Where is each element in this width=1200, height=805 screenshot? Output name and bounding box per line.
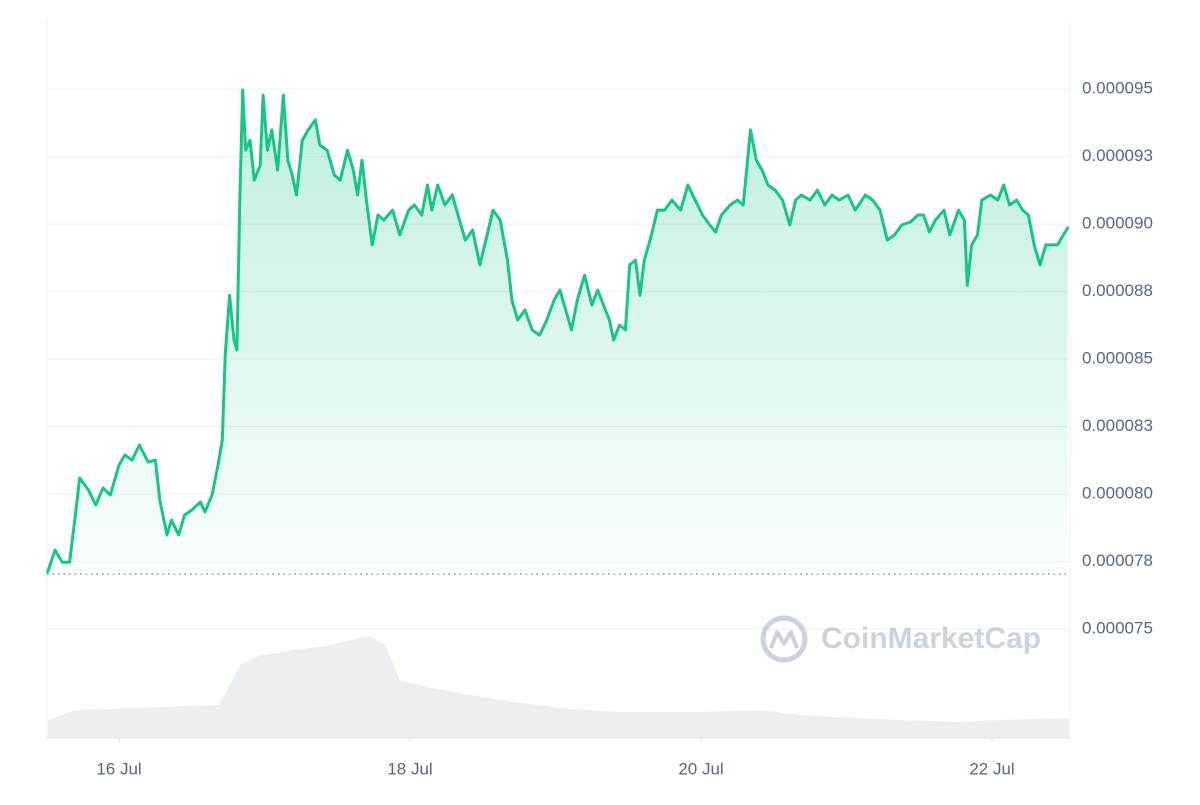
y-tick-label: 0.000085	[1082, 349, 1153, 368]
axis-layer: 0.000095 0.000093 0.000090 0.000088 0.000085…	[96, 79, 1153, 779]
y-tick-label: 0.000090	[1082, 214, 1153, 233]
price-line	[46, 88, 1070, 574]
data-layer	[46, 88, 1070, 575]
watermark: CoinMarketCap	[760, 615, 1041, 663]
y-tick-label: 0.000093	[1082, 146, 1153, 165]
y-tick-label: 0.000078	[1082, 551, 1153, 570]
x-tick-label: 22 Jul	[969, 759, 1014, 778]
y-tick-label: 0.000080	[1082, 484, 1153, 503]
y-tick-label: 0.000095	[1082, 79, 1153, 98]
watermark-logo	[760, 615, 808, 663]
y-tick-label: 0.000088	[1082, 281, 1153, 300]
x-tick-label: 20 Jul	[678, 759, 723, 778]
y-tick-label: 0.000083	[1082, 416, 1153, 435]
watermark-logo-mark	[769, 630, 799, 649]
x-tick-label: 16 Jul	[96, 759, 141, 778]
volume-area	[47, 636, 1070, 738]
y-tick-label: 0.000075	[1082, 619, 1153, 638]
watermark-text: CoinMarketCap	[821, 622, 1041, 655]
volume-layer	[47, 636, 1070, 738]
x-tick-label: 18 Jul	[387, 759, 432, 778]
price-area	[47, 89, 1068, 575]
